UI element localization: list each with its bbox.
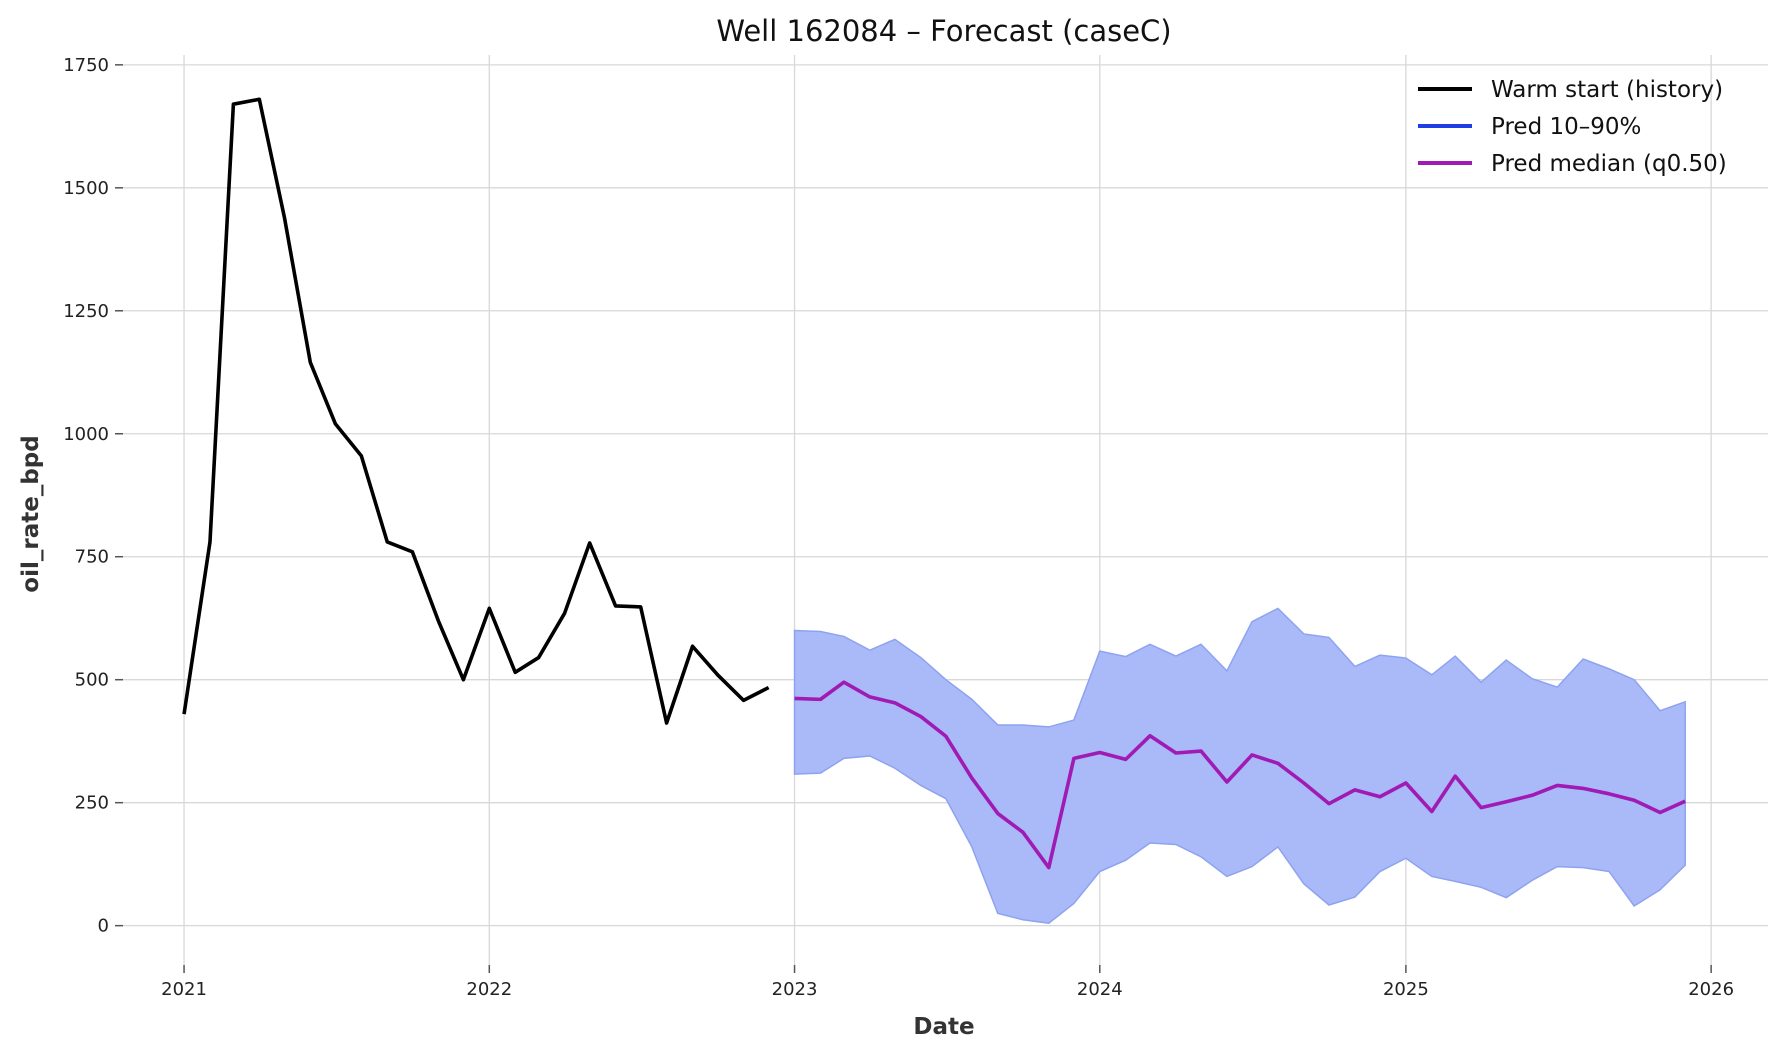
y-tick-label: 250	[75, 793, 109, 814]
y-tick-label: 0	[98, 916, 109, 937]
axes: 0 250 500 750 1000 1250 1500 1750 2021 2022 2023 20…	[63, 55, 1734, 1000]
legend: Warm start (history) Pred 10–90% Pred medi…	[1418, 77, 1727, 177]
y-tick-label: 1750	[63, 55, 109, 76]
legend-label-band: Pred 10–90%	[1491, 114, 1641, 140]
y-tick-label: 1000	[63, 424, 109, 445]
median-line	[794, 680, 1686, 870]
x-tick-label: 2024	[1077, 979, 1123, 1000]
chart-title: Well 162084 – Forecast (caseC)	[716, 14, 1171, 48]
x-tick-label: 2022	[466, 979, 512, 1000]
x-axis-label: Date	[913, 1014, 974, 1040]
history-line	[182, 97, 770, 725]
x-tick-label: 2023	[772, 979, 818, 1000]
y-tick-label: 750	[75, 547, 109, 568]
y-tick-label: 500	[75, 670, 109, 691]
y-axis-label: oil_rate_bpd	[18, 435, 44, 592]
y-tick-label: 1500	[63, 178, 109, 199]
x-tick-label: 2025	[1383, 979, 1429, 1000]
legend-label-history: Warm start (history)	[1491, 77, 1723, 103]
series-lines	[182, 97, 1686, 870]
x-tick-label: 2021	[161, 979, 207, 1000]
legend-label-median: Pred median (q0.50)	[1491, 151, 1727, 177]
x-tick-label: 2026	[1688, 979, 1734, 1000]
y-tick-label: 1250	[63, 301, 109, 322]
